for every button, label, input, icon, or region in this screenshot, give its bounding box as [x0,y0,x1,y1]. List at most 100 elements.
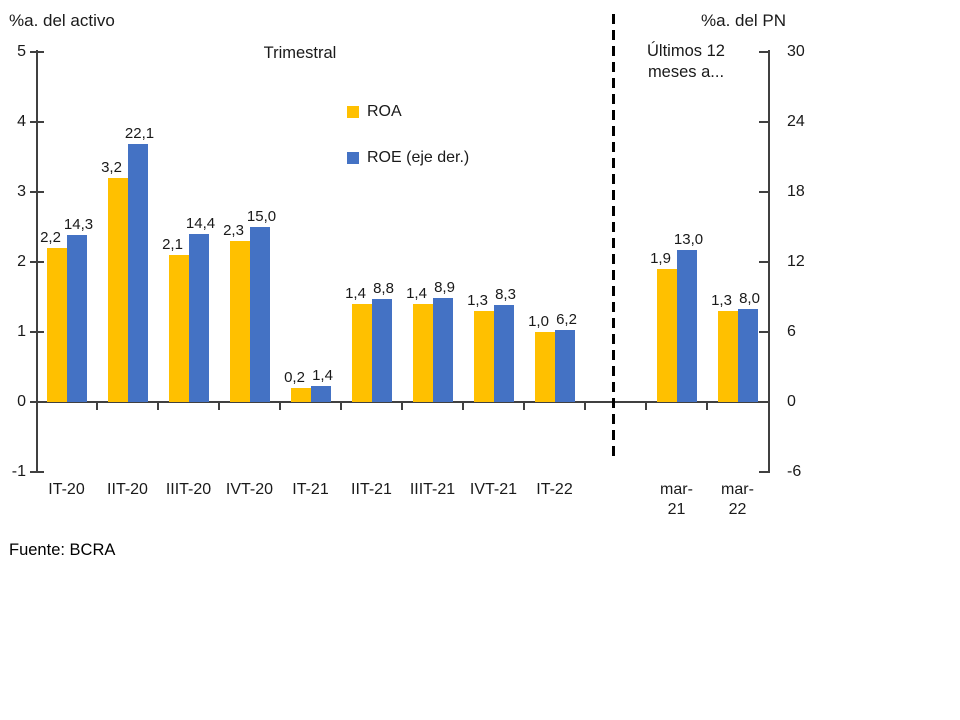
left-axis-tick [30,261,44,263]
roa-bar [107,178,128,402]
left-axis-tick [30,51,44,53]
legend-label-roa: ROA [367,103,402,120]
roe-bar-label: 13,0 [673,231,704,249]
roe-bar [66,235,87,402]
left-axis-title: %a. del activo [9,11,115,30]
section-separator-dashed-line [612,14,615,460]
roa-bar-label: 0,2 [284,369,305,386]
roe-bar [310,385,331,402]
roe-bar-label: 14,4 [185,215,216,232]
section-title-last12: Últimos 12 meses a... [647,42,725,81]
x-axis-tick [401,402,403,410]
roe-bar-label: 8,8 [373,280,394,298]
legend-label-roe: ROE (eje der.) [367,149,470,166]
roa-bar-label: 1,3 [711,292,732,309]
right-axis-tick-label: 30 [787,43,805,60]
legend-item-roa: ROA [347,103,402,121]
roa-bar-label: 1,4 [406,285,427,302]
roe-bar-label: 22,1 [124,125,155,143]
x-axis-category-label: IVT-21 [469,481,518,498]
roe-bar-label: 14,3 [63,216,94,234]
left-axis-tick-label: 1 [17,323,26,340]
right-axis-tick [759,471,769,473]
roa-swatch-icon [347,106,359,118]
source-note: Fuente: BCRA [9,541,116,559]
right-axis-tick [759,51,769,53]
roa-bar-label: 3,2 [101,159,122,176]
roe-bar-label: 8,3 [495,286,516,304]
roa-bar-label: 1,9 [650,250,671,267]
left-axis-tick [30,121,44,123]
roa-bar [229,241,250,402]
left-axis-tick-label: 5 [17,43,26,60]
x-axis-tick [584,402,586,410]
roe-bar [127,144,148,402]
roa-bar [412,304,433,402]
x-axis-category-label: mar- 22 [721,481,754,518]
roe-bar [676,250,697,402]
x-axis-category-label: IVT-20 [225,481,274,498]
x-axis-category-label: IT-21 [292,481,329,498]
roa-bar-label: 1,0 [528,313,549,330]
roa-bar [534,332,555,402]
roa-bar [168,255,189,402]
roe-bar [493,305,514,402]
right-axis-tick-label: -6 [787,463,802,480]
x-axis-category-label: mar- 21 [660,481,693,518]
roa-bar [351,304,372,402]
roa-bar-label: 2,2 [40,229,61,246]
x-axis-tick [157,402,159,410]
roa-bar-label: 1,4 [345,285,366,302]
roa-bar [290,388,311,402]
roe-bar [371,299,392,402]
x-axis-category-label: IIT-21 [351,481,392,498]
left-axis-tick-label: -1 [11,463,26,480]
roa-bar [717,311,738,402]
left-axis-tick-label: 3 [17,183,26,200]
section-title-quarterly: Trimestral [263,44,337,62]
x-axis-tick [96,402,98,410]
roe-bar-label: 6,2 [556,310,577,328]
left-axis-tick-label: 2 [17,253,26,270]
x-axis-category-label: IIT-20 [107,481,148,498]
right-axis-title: %a. del PN [701,11,787,30]
x-axis-tick [462,402,464,410]
right-axis-tick [759,191,769,193]
right-axis-tick [759,261,769,263]
right-axis-tick-label: 18 [787,183,805,200]
left-axis-tick [30,471,44,473]
right-axis-tick [759,121,769,123]
roe-bar [432,298,453,402]
right-axis-tick [759,401,769,403]
roe-swatch-icon [347,152,359,164]
left-axis-tick [30,401,44,403]
x-axis-category-label: IT-22 [536,481,573,498]
right-axis-tick-label: 24 [787,113,805,130]
right-axis-tick-label: 6 [787,323,796,340]
left-axis-tick-label: 4 [17,113,26,130]
x-axis-tick [706,402,708,410]
left-axis-tick [30,331,44,333]
roe-bar [737,308,758,402]
x-axis-tick [340,402,342,410]
x-axis-tick [218,402,220,410]
roe-bar [188,234,209,402]
x-axis-category-label: IIIT-20 [165,481,212,498]
roe-bar [249,227,270,402]
right-axis-tick-label: 12 [787,253,805,270]
roe-bar-label: 15,0 [246,208,277,225]
x-axis-category-label: IIIT-21 [409,481,456,498]
roa-bar [46,248,67,402]
right-axis-tick [759,331,769,333]
roa-bar-label: 2,1 [162,236,183,253]
x-axis-tick [645,402,647,410]
left-axis-tick [30,191,44,193]
roa-bar-label: 2,3 [223,222,244,239]
roa-bar [473,311,494,402]
roa-bar [656,269,677,402]
roe-bar-label: 8,0 [739,289,760,307]
roa-bar-label: 1,3 [467,292,488,309]
right-axis-tick-label: 0 [787,393,796,410]
